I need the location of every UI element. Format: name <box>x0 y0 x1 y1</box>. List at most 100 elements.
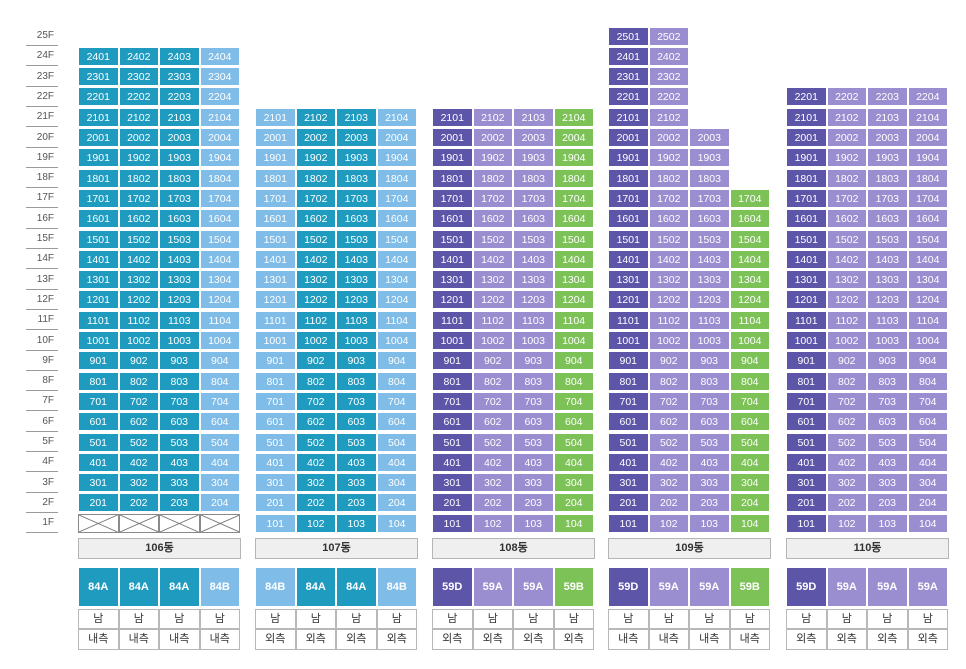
unit-cell[interactable]: 1802 <box>472 168 513 188</box>
unit-cell[interactable]: 402 <box>472 452 513 472</box>
unit-cell[interactable]: 801 <box>432 371 473 391</box>
unit-cell[interactable]: 1602 <box>826 209 867 229</box>
unit-cell[interactable]: 203 <box>513 493 554 513</box>
unit-cell[interactable]: 1703 <box>513 188 554 208</box>
unit-cell[interactable]: 204 <box>376 493 417 513</box>
unit-cell[interactable]: 1604 <box>199 209 240 229</box>
unit-cell[interactable]: 2102 <box>118 107 159 127</box>
unit-cell[interactable]: 1604 <box>553 209 594 229</box>
unit-cell[interactable]: 1304 <box>199 270 240 290</box>
unit-cell[interactable]: 703 <box>159 391 200 411</box>
unit-cell[interactable]: 1503 <box>689 229 730 249</box>
unit-cell[interactable]: 2003 <box>159 128 200 147</box>
unit-cell[interactable]: 1503 <box>513 229 554 249</box>
unit-cell[interactable]: 402 <box>118 452 159 472</box>
unit-cell[interactable]: 1001 <box>78 331 119 350</box>
unit-cell[interactable]: 903 <box>689 351 730 371</box>
unit-cell[interactable]: 502 <box>118 432 159 452</box>
unit-cell[interactable]: 901 <box>78 351 119 371</box>
unit-cell[interactable]: 1302 <box>118 270 159 290</box>
unit-cell[interactable]: 501 <box>786 432 827 452</box>
unit-cell[interactable]: 203 <box>867 493 908 513</box>
unit-cell[interactable]: 1001 <box>786 331 827 350</box>
unit-cell[interactable]: 204 <box>553 493 594 513</box>
unit-cell[interactable]: 804 <box>376 371 417 391</box>
unit-cell[interactable]: 1502 <box>826 229 867 249</box>
unit-cell[interactable]: 802 <box>118 371 159 391</box>
unit-cell[interactable]: 504 <box>376 432 417 452</box>
unit-cell[interactable]: 704 <box>553 391 594 411</box>
unit-cell[interactable]: 1003 <box>336 331 377 350</box>
unit-cell[interactable]: 2003 <box>689 128 730 147</box>
unit-cell[interactable]: 604 <box>729 412 770 432</box>
unit-cell[interactable]: 2102 <box>472 107 513 127</box>
unit-cell[interactable]: 201 <box>786 493 827 513</box>
unit-cell[interactable]: 1202 <box>118 290 159 310</box>
unit-cell[interactable]: 1301 <box>608 270 649 290</box>
unit-cell[interactable]: 1101 <box>432 310 473 330</box>
unit-cell[interactable]: 2001 <box>432 128 473 147</box>
unit-cell[interactable]: 903 <box>513 351 554 371</box>
unit-cell[interactable]: 1601 <box>608 209 649 229</box>
unit-cell[interactable]: 2302 <box>118 67 159 87</box>
unit-cell[interactable]: 1402 <box>118 249 159 269</box>
unit-cell[interactable]: 2001 <box>786 128 827 147</box>
unit-cell[interactable]: 502 <box>826 432 867 452</box>
unit-cell[interactable]: 2003 <box>513 128 554 147</box>
unit-cell[interactable]: 403 <box>867 452 908 472</box>
unit-cell[interactable]: 1001 <box>432 331 473 350</box>
unit-cell[interactable]: 302 <box>295 473 336 493</box>
unit-cell[interactable]: 102 <box>295 513 336 533</box>
unit-cell[interactable]: 604 <box>907 412 948 432</box>
unit-cell[interactable]: 1803 <box>336 168 377 188</box>
unit-cell[interactable]: 304 <box>376 473 417 493</box>
unit-cell[interactable]: 1704 <box>553 188 594 208</box>
unit-cell[interactable]: 1003 <box>159 331 200 350</box>
unit-cell[interactable]: 2401 <box>608 46 649 66</box>
unit-cell[interactable]: 1503 <box>159 229 200 249</box>
unit-cell[interactable]: 1401 <box>432 249 473 269</box>
unit-cell[interactable]: 1802 <box>295 168 336 188</box>
unit-cell[interactable]: 1804 <box>907 168 948 188</box>
unit-cell[interactable]: 601 <box>786 412 827 432</box>
unit-cell[interactable]: 1601 <box>78 209 119 229</box>
unit-cell[interactable]: 2102 <box>295 107 336 127</box>
unit-cell[interactable]: 2002 <box>118 128 159 147</box>
unit-cell[interactable]: 602 <box>826 412 867 432</box>
unit-cell[interactable]: 1902 <box>118 148 159 168</box>
unit-cell[interactable]: 2303 <box>159 67 200 87</box>
unit-cell[interactable]: 2201 <box>78 87 119 107</box>
unit-cell[interactable]: 1204 <box>907 290 948 310</box>
unit-cell[interactable]: 1702 <box>472 188 513 208</box>
unit-cell[interactable]: 2003 <box>336 128 377 147</box>
unit-cell[interactable]: 1501 <box>786 229 827 249</box>
unit-cell[interactable]: 501 <box>255 432 296 452</box>
unit-cell[interactable]: 804 <box>729 371 770 391</box>
unit-cell[interactable]: 1904 <box>907 148 948 168</box>
unit-cell[interactable]: 1201 <box>255 290 296 310</box>
unit-cell[interactable]: 203 <box>689 493 730 513</box>
unit-cell[interactable]: 304 <box>553 473 594 493</box>
unit-cell[interactable]: 1302 <box>472 270 513 290</box>
unit-cell[interactable]: 1901 <box>432 148 473 168</box>
unit-cell[interactable]: 102 <box>826 513 867 533</box>
unit-cell[interactable]: 801 <box>255 371 296 391</box>
unit-cell[interactable]: 1403 <box>867 249 908 269</box>
unit-cell[interactable]: 603 <box>867 412 908 432</box>
unit-cell[interactable]: 402 <box>648 452 689 472</box>
unit-cell[interactable]: 1803 <box>867 168 908 188</box>
unit-cell[interactable]: 101 <box>255 513 296 533</box>
unit-cell[interactable]: 1102 <box>826 310 867 330</box>
unit-cell[interactable]: 2101 <box>78 107 119 127</box>
unit-cell[interactable]: 702 <box>472 391 513 411</box>
unit-cell[interactable]: 2501 <box>608 26 649 46</box>
unit-cell[interactable]: 802 <box>826 371 867 391</box>
unit-cell[interactable]: 101 <box>786 513 827 533</box>
unit-cell[interactable]: 1601 <box>255 209 296 229</box>
unit-cell[interactable]: 1204 <box>553 290 594 310</box>
unit-cell[interactable]: 1302 <box>826 270 867 290</box>
unit-cell[interactable]: 1501 <box>608 229 649 249</box>
unit-cell[interactable]: 1504 <box>907 229 948 249</box>
unit-cell[interactable]: 2301 <box>608 67 649 87</box>
unit-cell[interactable]: 1004 <box>729 331 770 350</box>
